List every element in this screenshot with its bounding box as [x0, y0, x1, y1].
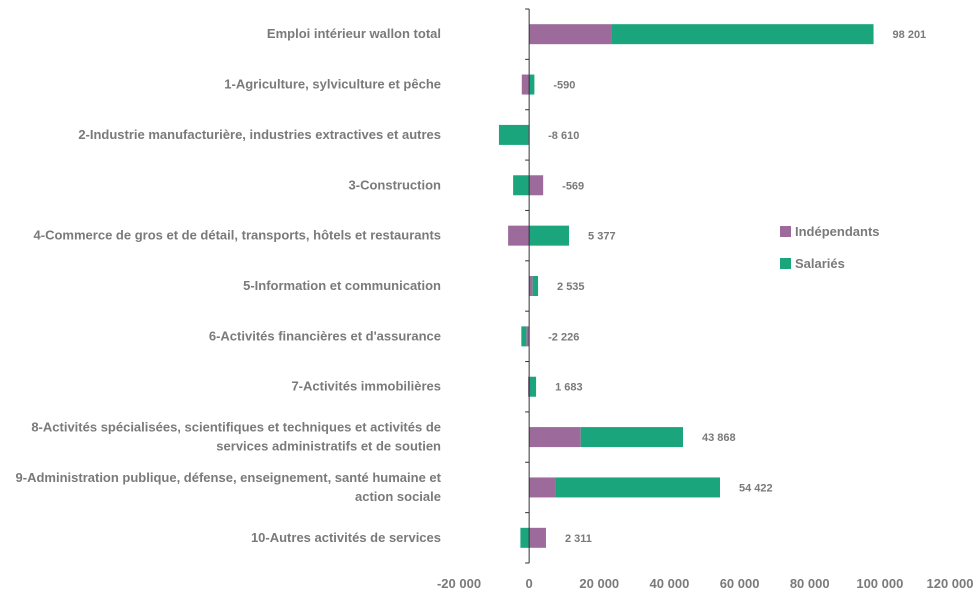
category-label: 7-Activités immobilières [291, 379, 441, 394]
category-label: 5-Information et communication [243, 278, 441, 293]
bar-salaries-2 [498, 124, 529, 145]
category-label: 2-Industrie manufacturière, industries e… [78, 127, 441, 142]
bar-independants-8 [529, 427, 581, 448]
category-label: Emploi intérieur wallon total [267, 26, 441, 41]
bar-independants-1 [521, 74, 530, 95]
x-tick-label: 40 000 [650, 576, 690, 591]
x-tick-label: -20 000 [437, 576, 481, 591]
legend: Indépendants Salariés [780, 224, 880, 271]
total-data-label: 1 683 [555, 382, 583, 394]
total-data-label: -569 [562, 180, 584, 192]
legend-label: Indépendants [795, 224, 880, 239]
x-tick-label: 20 000 [579, 576, 619, 591]
axes-layer: -20 000 0 20 000 40 000 60 000 80 000 100 000 1… [437, 8, 974, 591]
bar-independants-5 [529, 276, 533, 296]
category-label: 4-Commerce de gros et de détail, transpo… [34, 228, 441, 243]
bar-independants-9 [529, 477, 556, 498]
bar-independants-6 [526, 326, 530, 347]
total-data-label: 2 311 [565, 533, 592, 545]
bar-salaries-3 [513, 175, 530, 196]
bar-salaries-1 [529, 74, 535, 95]
category-label: 1-Agriculture, sylviculture et pêche [224, 77, 441, 92]
total-data-label: 54 422 [739, 482, 773, 494]
bar-salaries-7 [529, 376, 537, 397]
x-tick-label: 100 000 [856, 576, 903, 591]
bar-salaries-0 [611, 24, 874, 45]
bar-salaries-9 [555, 477, 721, 498]
total-data-label: 2 535 [557, 281, 585, 293]
total-data-label: -8 610 [548, 130, 579, 142]
legend-swatch [780, 226, 791, 237]
total-data-label: 43 868 [702, 432, 736, 444]
bar-independants-4 [508, 225, 530, 246]
bar-independants-10 [529, 527, 546, 548]
bar-independants-0 [529, 24, 612, 45]
x-tick-label: 80 000 [790, 576, 830, 591]
labels-layer: Emploi intérieur wallon total 1-Agricultu… [16, 26, 927, 545]
total-data-label: 5 377 [588, 231, 616, 243]
category-label: 10-Autres activités de services [251, 530, 441, 545]
total-data-label: -590 [553, 80, 575, 92]
bar-salaries-6 [521, 326, 527, 347]
legend-swatch [780, 258, 791, 269]
bar-salaries-10 [520, 527, 530, 548]
bars-layer [498, 24, 874, 548]
total-data-label: 98 201 [893, 29, 927, 41]
total-data-label: -2 226 [548, 331, 579, 343]
x-tick-label: 0 [526, 576, 533, 591]
category-label: 9-Administration publique, défense, ense… [16, 470, 442, 504]
legend-label: Salariés [795, 256, 845, 271]
category-label: 6-Activités financières et d'assurance [209, 328, 441, 343]
category-label: 3-Construction [349, 177, 442, 192]
x-tick-label: 120 000 [927, 576, 974, 591]
bar-salaries-4 [529, 225, 570, 246]
category-label: 8-Activités spécialisées, scientifiques … [31, 420, 441, 454]
bar-independants-3 [529, 175, 544, 196]
x-tick-label: 60 000 [720, 576, 760, 591]
bar-salaries-8 [580, 427, 683, 448]
bar-independants-7 [528, 376, 530, 397]
bar-salaries-5 [532, 276, 539, 296]
